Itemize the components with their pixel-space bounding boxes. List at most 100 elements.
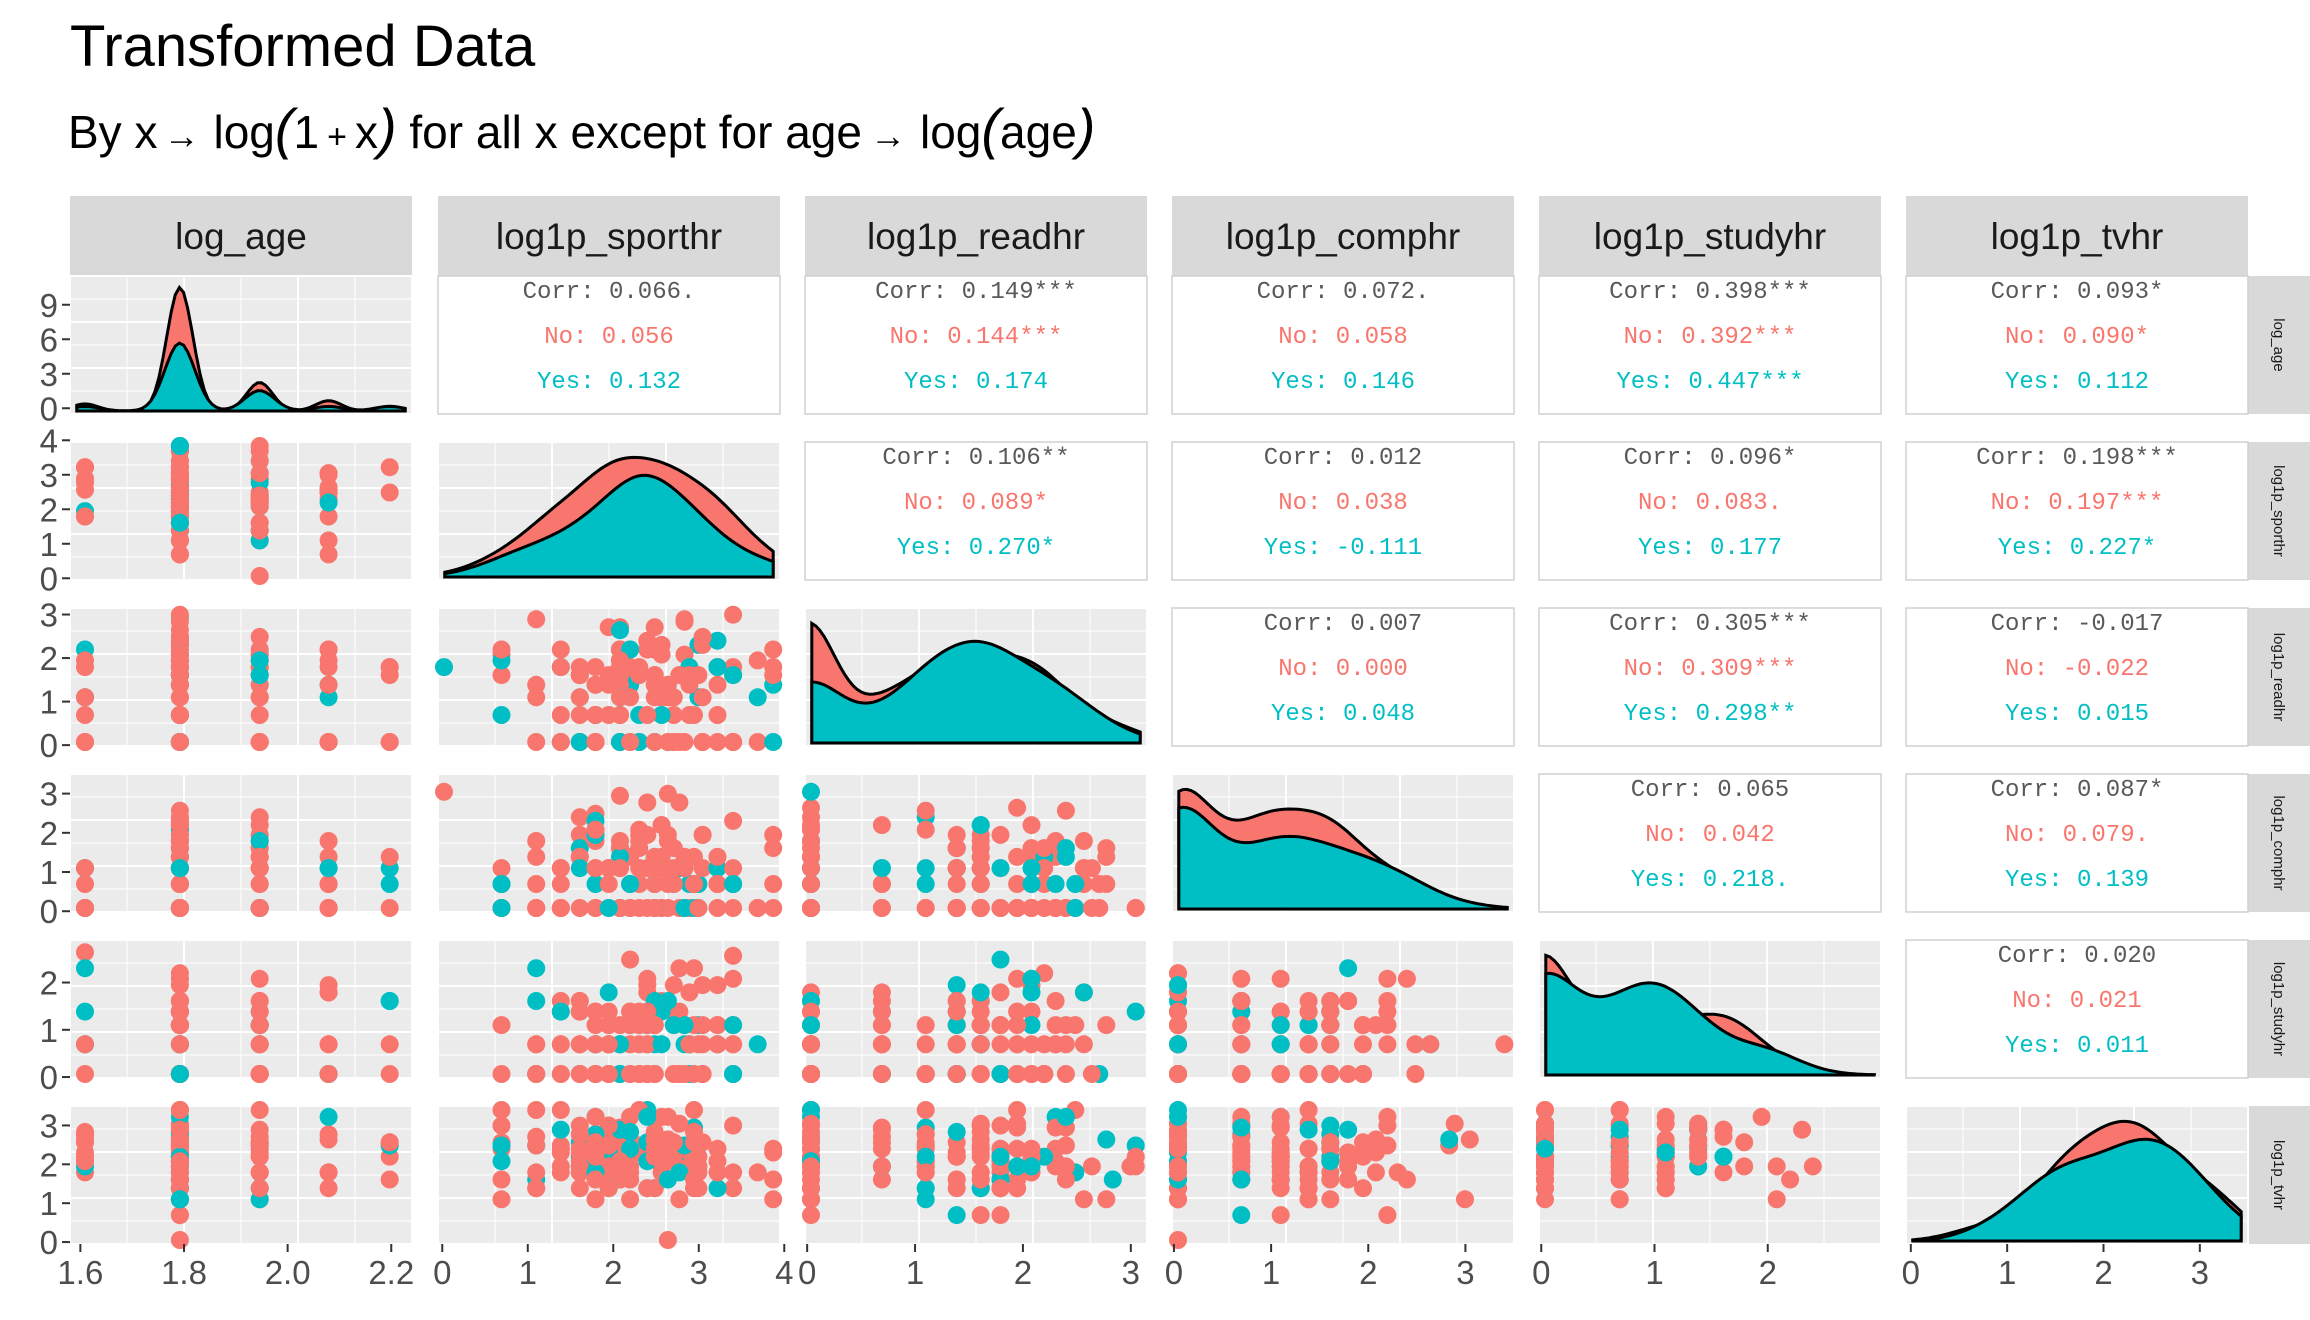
point-no — [1378, 1206, 1397, 1225]
point-no — [319, 832, 338, 850]
point-no — [947, 1065, 966, 1083]
corr-panel-frame — [1905, 441, 2249, 581]
point-yes — [991, 1065, 1010, 1083]
point-no — [1169, 1002, 1187, 1021]
point-no — [1126, 899, 1145, 917]
corr-text-no: No: 0.083. — [1638, 490, 1782, 517]
point-no — [1232, 1136, 1251, 1155]
point-yes — [76, 959, 94, 978]
point-no — [527, 610, 546, 629]
point-no — [1074, 859, 1093, 878]
corr-text-yes: Yes: 0.048 — [1271, 701, 1415, 728]
y-tick-label: 3 — [40, 457, 58, 494]
point-no — [724, 605, 743, 624]
point-yes — [1169, 1107, 1187, 1126]
point-no — [319, 983, 338, 1002]
point-no — [380, 1065, 399, 1083]
strip-right-label: log1p_comphr — [2270, 795, 2287, 890]
point-no — [645, 675, 664, 694]
point-yes — [170, 437, 189, 455]
point-no — [1008, 1035, 1027, 1054]
point-no — [1460, 1130, 1479, 1149]
point-no — [599, 1065, 618, 1083]
point-no — [599, 1116, 618, 1135]
point-no — [748, 651, 767, 670]
corr-text-yes: Yes: 0.015 — [2005, 701, 2149, 728]
strip-right-log1p_studyhr — [2248, 940, 2310, 1078]
point-yes — [1022, 969, 1041, 988]
point-no — [250, 969, 269, 988]
strip-top-label: log1p_sporthr — [496, 216, 722, 257]
point-no — [802, 1190, 820, 1209]
point-no — [664, 688, 683, 707]
point-no — [764, 1170, 783, 1189]
x-tick-label: 1.8 — [161, 1254, 207, 1291]
corr-panel-frame — [1905, 607, 2249, 747]
point-no — [645, 1016, 664, 1035]
point-no — [1008, 1179, 1027, 1198]
point-yes — [621, 875, 640, 893]
point-no — [1232, 1016, 1251, 1035]
strip-top-label: log1p_studyhr — [1594, 216, 1826, 257]
strip-right-log1p_comphr — [2248, 774, 2310, 912]
point-no — [492, 859, 511, 878]
point-no — [916, 1163, 935, 1182]
point-yes — [1103, 1170, 1122, 1189]
point-no — [621, 1190, 640, 1209]
strip-right-label: log1p_tvhr — [2270, 1140, 2287, 1210]
point-no — [1536, 1101, 1554, 1119]
point-no — [319, 875, 338, 893]
point-yes — [551, 1002, 570, 1021]
corr-text-corr: Corr: 0.087* — [1991, 777, 2164, 804]
density-panel — [1538, 939, 1882, 1079]
corr-panel-frame — [804, 275, 1148, 415]
point-no — [872, 1065, 891, 1083]
point-no — [947, 825, 966, 844]
point-no — [551, 1035, 570, 1054]
point-yes — [802, 782, 820, 801]
corr-panel: Corr: -0.017 No: -0.022 Yes: 0.015 — [1905, 607, 2249, 747]
point-no — [693, 825, 712, 844]
y-tick-label: 0 — [40, 1059, 58, 1096]
point-no — [527, 675, 546, 694]
point-no — [380, 899, 399, 917]
point-no — [170, 531, 189, 550]
point-no — [250, 688, 269, 707]
point-no — [802, 808, 820, 827]
point-no — [551, 733, 570, 751]
corr-text-yes: Yes: 0.139 — [2005, 867, 2149, 894]
x-tick-label: 2 — [2094, 1254, 2112, 1291]
corr-text-yes: Yes: 0.218. — [1631, 867, 1789, 894]
point-no — [664, 976, 683, 995]
point-no — [250, 899, 269, 917]
corr-text-yes: Yes: 0.447*** — [1616, 369, 1803, 396]
corr-text-no: No: -0.022 — [2005, 656, 2149, 683]
point-yes — [570, 733, 589, 751]
point-no — [1046, 992, 1065, 1010]
point-no — [1321, 1065, 1340, 1083]
point-yes — [1656, 1143, 1675, 1162]
corr-panel: Corr: 0.198*** No: 0.197*** Yes: 0.227* — [1905, 441, 2249, 581]
point-yes — [1232, 1118, 1251, 1137]
point-no — [527, 832, 546, 850]
point-no — [991, 1016, 1010, 1035]
point-no — [1689, 1118, 1708, 1137]
density-yes — [810, 639, 1142, 745]
point-no — [680, 983, 699, 1002]
point-no — [1271, 1147, 1290, 1166]
point-no — [630, 666, 649, 685]
point-no — [492, 1016, 511, 1035]
point-yes — [802, 1101, 820, 1119]
point-no — [916, 1101, 935, 1119]
point-no — [764, 666, 783, 685]
point-no — [802, 1065, 820, 1083]
point-no — [916, 801, 935, 820]
point-yes — [724, 666, 743, 685]
point-no — [599, 675, 618, 694]
point-yes — [170, 859, 189, 878]
point-yes — [1066, 875, 1085, 893]
y-tick-label: 0 — [40, 560, 58, 597]
x-tick-label: 0 — [1902, 1254, 1920, 1291]
point-no — [599, 1016, 618, 1035]
point-no — [586, 1190, 605, 1209]
